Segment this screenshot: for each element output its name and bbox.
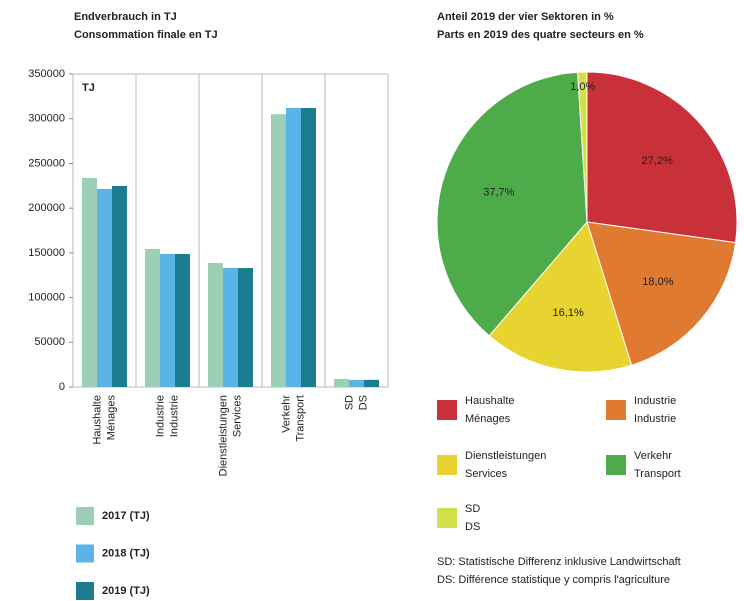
legend-swatch: [437, 400, 457, 420]
legend-swatch: [606, 400, 626, 420]
footnote: DS: Différence statistique y compris l'a…: [437, 574, 670, 586]
bar-title: Consommation finale en TJ: [74, 29, 218, 41]
legend-label: DS: [465, 521, 480, 533]
y-tick-label: 200000: [28, 202, 65, 214]
bar: [349, 379, 364, 387]
legend-label: Ménages: [465, 413, 511, 425]
pie-title: Parts en 2019 des quatre secteurs en %: [437, 29, 644, 41]
x-tick-label: Ménages: [105, 395, 117, 441]
value-label: 27,2%: [642, 155, 673, 167]
bar: [334, 378, 349, 387]
legend-swatch: [76, 544, 94, 563]
y-tick-label: 250000: [28, 157, 65, 169]
bar: [208, 262, 223, 387]
value-label: 18,0%: [642, 276, 673, 288]
x-tick-label: Verkehr: [280, 395, 292, 433]
footnote: SD: Statistische Differenz inklusive Lan…: [437, 556, 681, 568]
legend-label: Industrie: [634, 395, 676, 407]
legend-swatch: [437, 455, 457, 475]
legend-swatch: [76, 507, 94, 525]
legend-label: Haushalte: [465, 395, 515, 407]
legend-label: Dienstleistungen: [465, 450, 546, 462]
y-tick-label: 50000: [34, 336, 65, 348]
x-tick-label: DS: [357, 395, 369, 410]
x-tick-label: Dienstleistungen: [217, 395, 229, 476]
x-tick-label: SD: [343, 395, 355, 410]
legend-label: 2019 (TJ): [102, 585, 150, 597]
y-tick-label: 150000: [28, 247, 65, 259]
bar: [112, 185, 127, 387]
pie-slice: [577, 71, 588, 223]
value-label: 1,0%: [570, 81, 595, 93]
legend-label: SD: [465, 503, 480, 515]
bar: [286, 107, 301, 388]
value-label: 37,7%: [483, 186, 514, 198]
y-tick-label: 300000: [28, 113, 65, 125]
x-tick-label: Haushalte: [91, 395, 103, 445]
x-tick-label: Services: [231, 395, 243, 438]
value-label: 16,1%: [553, 307, 584, 319]
y-tick-label: 350000: [28, 68, 65, 80]
pie-slice: [586, 71, 738, 244]
x-tick-label: Industrie: [168, 395, 180, 437]
bar: [223, 268, 238, 387]
legend-swatch: [437, 508, 457, 528]
unit-label: TJ: [82, 82, 95, 94]
bar: [160, 254, 175, 387]
bar: [364, 379, 379, 387]
bar: [145, 249, 160, 387]
x-tick-label: Transport: [294, 395, 306, 442]
bar: [175, 254, 190, 387]
legend-label: Industrie: [634, 413, 676, 425]
pie-title: Anteil 2019 der vier Sektoren in %: [437, 11, 614, 23]
legend-label: 2017 (TJ): [102, 510, 150, 522]
y-tick-label: 100000: [28, 291, 65, 303]
pie-slice: [586, 221, 737, 366]
legend-label: Transport: [634, 468, 681, 480]
bar-title: Endverbrauch in TJ: [74, 11, 177, 23]
legend-label: 2018 (TJ): [102, 547, 150, 559]
y-tick-label: 0: [59, 381, 65, 393]
pie-slice: [436, 71, 588, 337]
bar: [82, 178, 97, 387]
bar: [271, 114, 286, 387]
bar: [238, 268, 253, 387]
x-tick-label: Industrie: [154, 395, 166, 437]
legend-label: Verkehr: [634, 450, 672, 462]
bar: [97, 189, 112, 387]
legend-label: Services: [465, 468, 508, 480]
pie-slice: [488, 220, 633, 373]
legend-swatch: [606, 455, 626, 475]
legend-swatch: [76, 582, 94, 600]
bar: [301, 107, 316, 388]
